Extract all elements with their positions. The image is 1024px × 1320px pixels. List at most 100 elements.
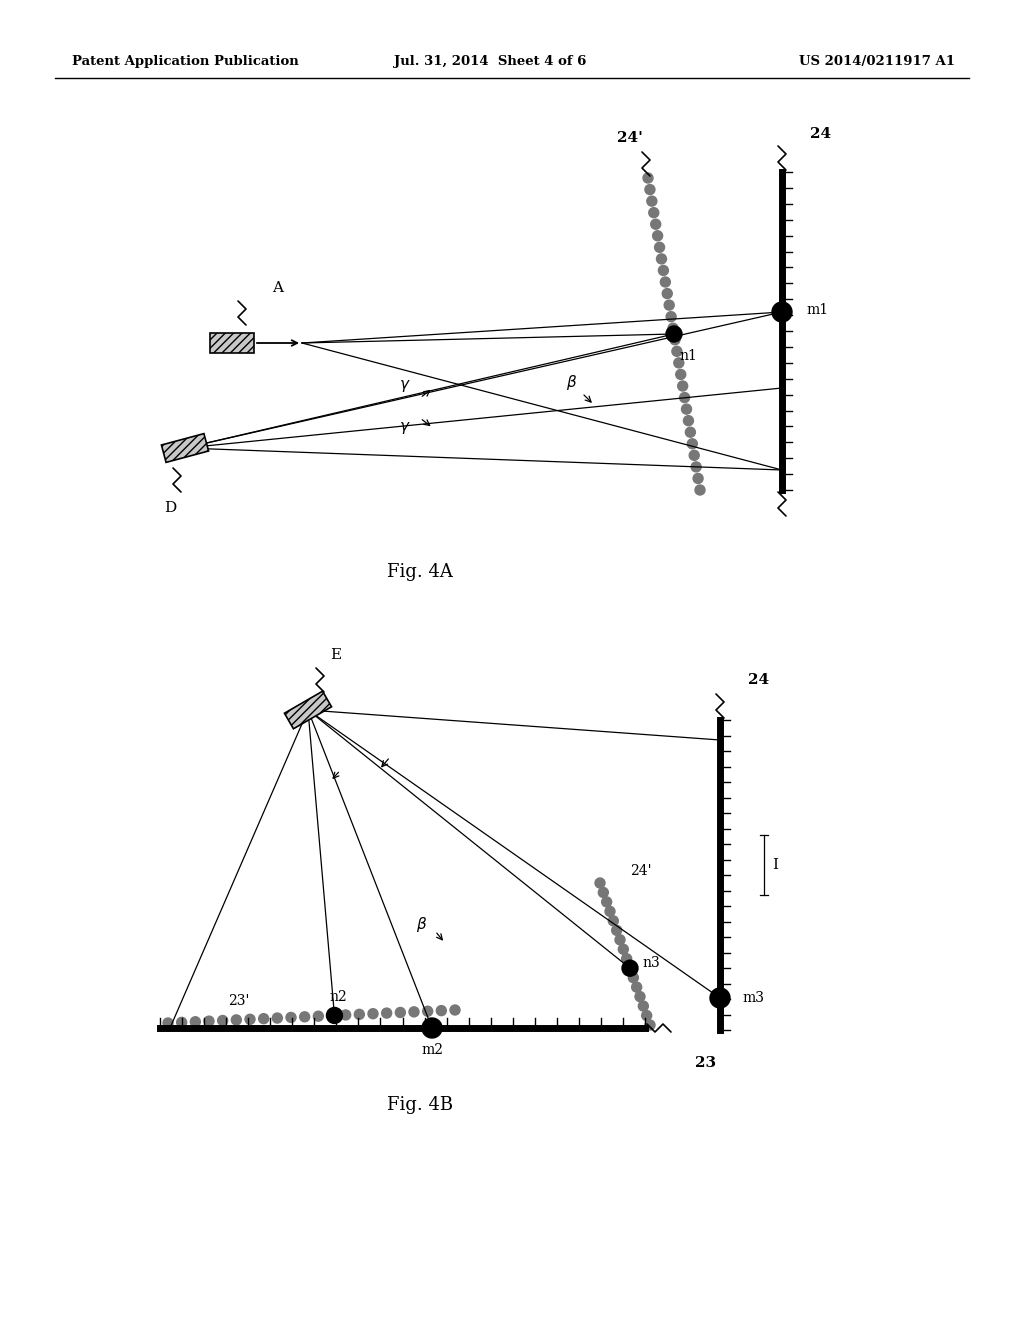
Circle shape — [300, 1012, 309, 1022]
Text: E: E — [331, 648, 342, 663]
Circle shape — [682, 404, 691, 414]
Circle shape — [645, 185, 655, 194]
Circle shape — [422, 1018, 442, 1038]
Text: 24: 24 — [748, 673, 769, 686]
Circle shape — [647, 197, 656, 206]
Circle shape — [683, 416, 693, 425]
Circle shape — [354, 1010, 365, 1019]
Text: Jul. 31, 2014  Sheet 4 of 6: Jul. 31, 2014 Sheet 4 of 6 — [394, 55, 586, 69]
Text: n1: n1 — [679, 348, 697, 363]
Text: m3: m3 — [742, 991, 764, 1005]
Circle shape — [666, 312, 676, 322]
Circle shape — [409, 1007, 419, 1016]
Circle shape — [668, 323, 678, 333]
Circle shape — [689, 450, 699, 461]
Circle shape — [670, 335, 680, 345]
Circle shape — [666, 326, 682, 342]
Circle shape — [656, 253, 667, 264]
Text: 24': 24' — [617, 131, 643, 145]
Polygon shape — [162, 433, 209, 462]
Text: 23': 23' — [228, 994, 250, 1008]
Text: m2: m2 — [421, 1043, 443, 1057]
Circle shape — [177, 1018, 186, 1027]
Circle shape — [660, 277, 671, 286]
Circle shape — [654, 243, 665, 252]
Text: n3: n3 — [642, 956, 659, 970]
Text: $\beta$: $\beta$ — [417, 916, 428, 935]
Circle shape — [602, 896, 611, 907]
Circle shape — [450, 1005, 460, 1015]
Text: 24': 24' — [630, 865, 651, 878]
Circle shape — [663, 289, 673, 298]
Circle shape — [598, 887, 608, 898]
Circle shape — [642, 1011, 651, 1020]
Circle shape — [190, 1016, 201, 1027]
Circle shape — [382, 1008, 391, 1018]
Circle shape — [680, 392, 689, 403]
Circle shape — [665, 300, 674, 310]
Text: m1: m1 — [806, 304, 828, 317]
Circle shape — [691, 462, 701, 471]
Circle shape — [645, 1020, 655, 1030]
Text: I: I — [772, 858, 778, 873]
Circle shape — [608, 916, 618, 925]
Circle shape — [622, 960, 638, 977]
Circle shape — [622, 954, 632, 964]
Circle shape — [231, 1015, 242, 1024]
Circle shape — [605, 907, 615, 916]
Circle shape — [625, 964, 635, 973]
Circle shape — [638, 1001, 648, 1011]
Circle shape — [327, 1011, 337, 1020]
Circle shape — [218, 1015, 227, 1026]
Polygon shape — [210, 333, 254, 352]
Circle shape — [678, 381, 688, 391]
Circle shape — [286, 1012, 296, 1023]
Circle shape — [643, 173, 653, 183]
Circle shape — [615, 935, 625, 945]
Circle shape — [676, 370, 686, 379]
Circle shape — [635, 991, 645, 1002]
Text: $\gamma$: $\gamma$ — [399, 378, 411, 393]
Circle shape — [327, 1007, 342, 1023]
Text: Patent Application Publication: Patent Application Publication — [72, 55, 299, 69]
Circle shape — [649, 207, 658, 218]
Circle shape — [395, 1007, 406, 1018]
Circle shape — [772, 302, 792, 322]
Circle shape — [595, 878, 605, 888]
Circle shape — [313, 1011, 324, 1022]
Circle shape — [632, 982, 642, 993]
Text: D: D — [164, 502, 176, 515]
Text: $\beta$: $\beta$ — [566, 374, 578, 392]
Circle shape — [611, 925, 622, 936]
Text: n2: n2 — [330, 990, 347, 1005]
Text: 24: 24 — [810, 127, 831, 141]
Circle shape — [674, 358, 684, 368]
Circle shape — [204, 1016, 214, 1026]
Text: A: A — [272, 281, 283, 294]
Text: $\gamma$: $\gamma$ — [399, 420, 411, 436]
Circle shape — [629, 973, 638, 982]
Circle shape — [245, 1014, 255, 1024]
Circle shape — [368, 1008, 378, 1019]
Text: US 2014/0211917 A1: US 2014/0211917 A1 — [799, 55, 955, 69]
Circle shape — [672, 346, 682, 356]
Circle shape — [436, 1006, 446, 1015]
Circle shape — [423, 1006, 433, 1016]
Circle shape — [695, 484, 705, 495]
Polygon shape — [285, 692, 332, 729]
Text: Fig. 4A: Fig. 4A — [387, 564, 453, 581]
Circle shape — [710, 987, 730, 1008]
Circle shape — [259, 1014, 268, 1024]
Circle shape — [658, 265, 669, 276]
Text: Fig. 4B: Fig. 4B — [387, 1096, 453, 1114]
Circle shape — [652, 231, 663, 240]
Text: 23: 23 — [695, 1056, 716, 1071]
Circle shape — [685, 428, 695, 437]
Circle shape — [618, 944, 629, 954]
Circle shape — [163, 1018, 173, 1028]
Circle shape — [272, 1012, 283, 1023]
Circle shape — [687, 438, 697, 449]
Circle shape — [693, 474, 703, 483]
Circle shape — [341, 1010, 350, 1020]
Circle shape — [650, 219, 660, 230]
